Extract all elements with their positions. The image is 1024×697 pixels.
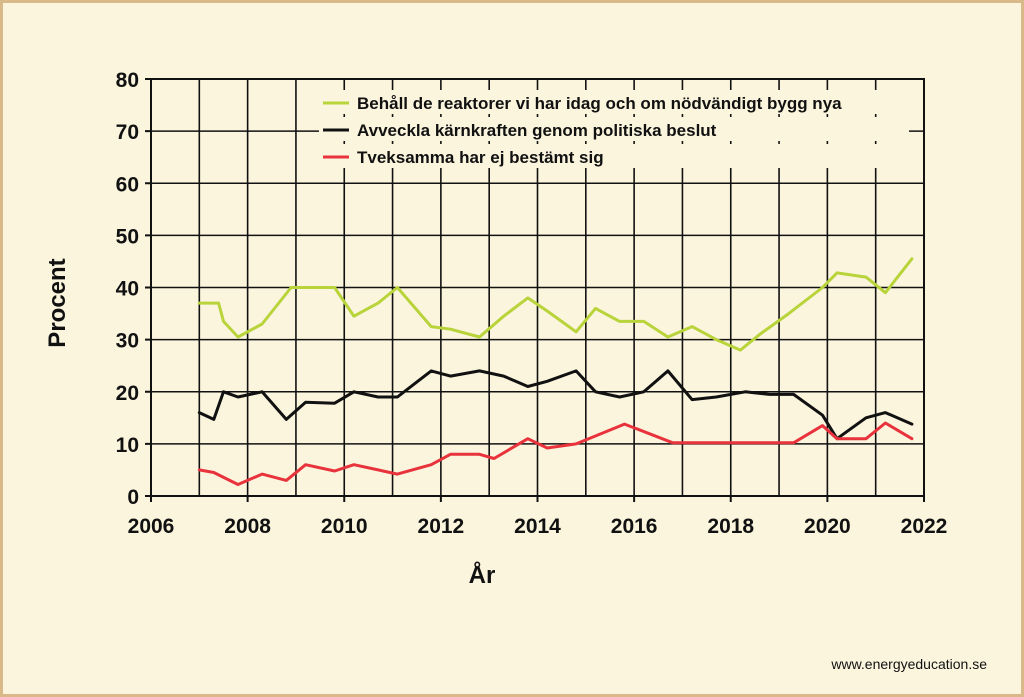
legend-label-2: Avveckla kärnkraften genom politiska bes… [357, 121, 717, 140]
x-tick-label: 2018 [707, 515, 754, 538]
x-tick-label: 2016 [611, 515, 658, 538]
y-axis-label: Procent [44, 258, 71, 347]
y-tick-label: 40 [116, 278, 139, 301]
line-chart: 2006 2008 2010 2012 2014 2016 2018 2020 2022 0 10… [44, 69, 987, 672]
y-tick-label: 80 [116, 69, 139, 92]
legend: Behåll de reaktorer vi har idag och om n… [319, 90, 909, 168]
x-tick-label: 2008 [224, 515, 271, 538]
y-tick-label: 20 [116, 382, 139, 405]
x-tick-label: 2012 [418, 515, 465, 538]
legend-background [319, 117, 909, 141]
x-axis-label: År [469, 561, 496, 589]
y-tick-label: 30 [116, 330, 139, 353]
legend-label-1: Behåll de reaktorer vi har idag och om n… [357, 94, 842, 113]
legend-background [319, 90, 909, 114]
y-tick-label: 70 [116, 121, 139, 144]
x-tick-label: 2022 [901, 515, 948, 538]
legend-background [319, 144, 909, 168]
x-axis-ticks: 2006 2008 2010 2012 2014 2016 2018 2020 2022 [128, 496, 948, 538]
legend-label-3: Tveksamma har ej bestämt sig [357, 148, 604, 167]
series-line-1 [197, 257, 914, 352]
y-tick-label: 50 [116, 225, 139, 248]
x-tick-label: 2020 [804, 515, 851, 538]
series-lines [197, 257, 914, 486]
credit-text: www.energyeducation.se [830, 656, 987, 672]
x-tick-label: 2014 [514, 515, 561, 538]
y-tick-label: 60 [116, 173, 139, 196]
y-axis-ticks: 0 10 20 30 40 50 60 70 80 [116, 69, 151, 509]
series-line-3 [197, 421, 914, 486]
x-tick-label: 2010 [321, 515, 368, 538]
series-line-2 [197, 369, 914, 441]
y-tick-label: 0 [127, 486, 139, 509]
x-tick-label: 2006 [128, 515, 175, 538]
y-tick-label: 10 [116, 434, 139, 457]
